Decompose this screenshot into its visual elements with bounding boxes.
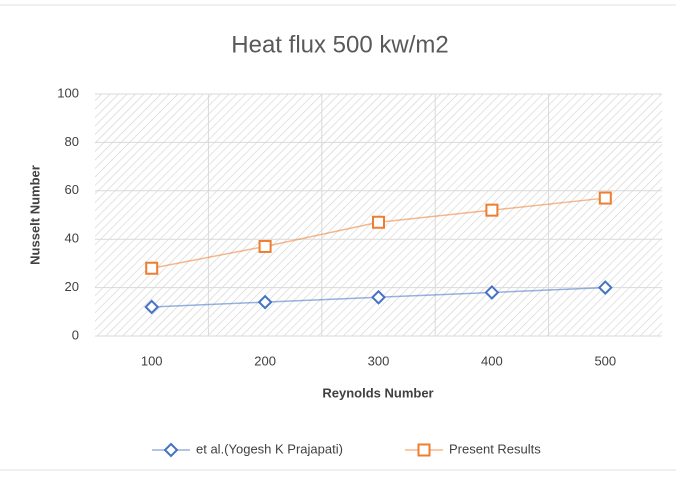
- data-point: [257, 294, 273, 310]
- legend-marker: [163, 442, 179, 458]
- x-axis-label: Reynolds Number: [322, 385, 433, 400]
- y-tick-label: 0: [72, 327, 79, 342]
- x-tick-label: 400: [481, 353, 503, 368]
- x-tick-label: 200: [254, 353, 276, 368]
- data-point: [258, 239, 272, 253]
- y-axis-label: Nusselt Number: [27, 165, 42, 265]
- data-point: [598, 191, 612, 205]
- y-tick-label: 100: [57, 85, 79, 100]
- data-point: [597, 280, 613, 296]
- chart-title: Heat flux 500 kw/m2: [231, 31, 448, 58]
- y-tick-label: 60: [65, 182, 79, 197]
- x-tick-label: 100: [141, 353, 163, 368]
- data-point: [371, 289, 386, 305]
- x-tick-label: 500: [594, 353, 616, 368]
- legend-marker: [417, 443, 431, 457]
- y-tick-label: 40: [65, 231, 79, 246]
- data-point: [144, 299, 160, 315]
- y-tick-label: 20: [65, 279, 79, 294]
- y-tick-label: 80: [65, 134, 79, 149]
- data-point: [484, 285, 500, 300]
- legend-label: et al.(Yogesh K Prajapati): [196, 441, 343, 456]
- legend-label: Present Results: [449, 441, 541, 456]
- data-point: [485, 203, 499, 217]
- data-point: [372, 215, 385, 229]
- data-point: [145, 261, 159, 275]
- x-tick-label: 300: [368, 353, 390, 368]
